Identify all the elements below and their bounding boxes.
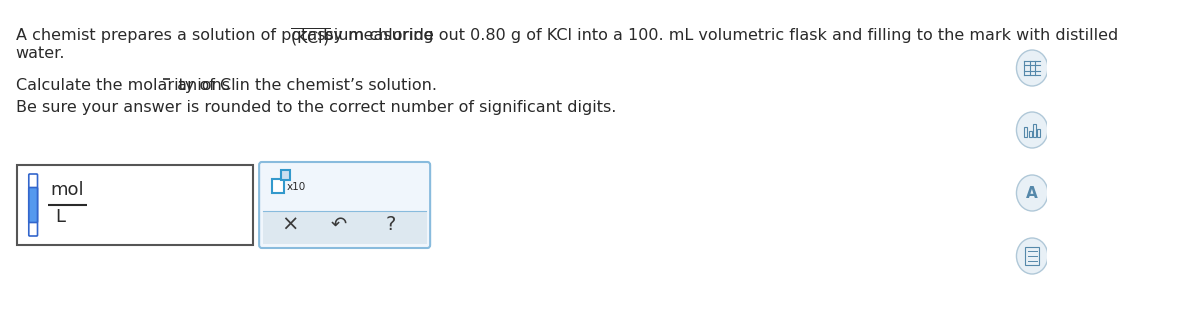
- FancyBboxPatch shape: [272, 179, 284, 193]
- Text: A chemist prepares a solution of potassium chloride: A chemist prepares a solution of potassi…: [16, 28, 439, 43]
- FancyBboxPatch shape: [259, 162, 430, 248]
- Circle shape: [1016, 112, 1048, 148]
- FancyBboxPatch shape: [29, 187, 37, 223]
- Circle shape: [1016, 175, 1048, 211]
- Text: ?: ?: [385, 215, 396, 234]
- Text: x10: x10: [287, 182, 306, 192]
- Text: $\mathsf{\overline{(KCl)}}$: $\mathsf{\overline{(KCl)}}$: [290, 27, 331, 49]
- Circle shape: [1016, 50, 1048, 86]
- Text: L: L: [55, 208, 65, 226]
- Text: Be sure your answer is rounded to the correct number of significant digits.: Be sure your answer is rounded to the co…: [16, 100, 616, 115]
- FancyBboxPatch shape: [29, 174, 37, 236]
- Text: mol: mol: [50, 181, 84, 199]
- FancyBboxPatch shape: [18, 165, 253, 245]
- Text: A: A: [1026, 187, 1038, 202]
- Text: by measuring out 0.80 g of KCl into a 100. mL volumetric flask and filling to th: by measuring out 0.80 g of KCl into a 10…: [318, 28, 1118, 43]
- FancyBboxPatch shape: [263, 211, 427, 244]
- Text: anions in the chemist’s solution.: anions in the chemist’s solution.: [173, 78, 437, 93]
- Text: Calculate the molarity of Cl: Calculate the molarity of Cl: [16, 78, 235, 93]
- Text: ×: ×: [281, 214, 299, 234]
- Text: water.: water.: [16, 46, 65, 61]
- FancyBboxPatch shape: [281, 170, 289, 180]
- Circle shape: [1016, 238, 1048, 274]
- Text: ↶: ↶: [330, 215, 347, 234]
